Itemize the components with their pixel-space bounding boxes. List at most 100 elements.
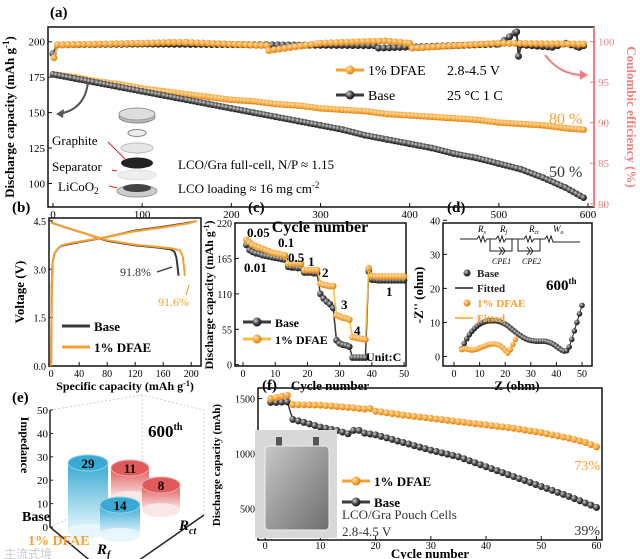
circuit-cpe2: CPE2 xyxy=(522,257,541,266)
x-tick-label: 10 xyxy=(315,541,325,552)
ce-point xyxy=(53,41,61,49)
x-tick-label: 400 xyxy=(401,209,418,221)
ce-point xyxy=(96,40,104,48)
pouch-capacity-point xyxy=(289,401,297,409)
ce-point xyxy=(414,44,422,52)
pouch-capacity-point xyxy=(361,429,369,437)
pouch-capacity-point xyxy=(432,415,440,423)
y-tick-label: 4.5 xyxy=(34,217,47,228)
ce-point xyxy=(220,40,228,48)
panel-label-d: (d) xyxy=(447,200,465,216)
pouch-capacity-point xyxy=(355,426,363,434)
x-tick-label: 0 xyxy=(241,369,246,380)
pouch-capacity-point xyxy=(432,448,440,456)
plot-frame-c xyxy=(234,222,407,367)
component-rf: Rf xyxy=(96,542,112,559)
pouch-capacity-point xyxy=(515,475,523,483)
x-tick-label: 40 xyxy=(367,369,377,380)
ce-point xyxy=(183,38,191,46)
y-tick-label: 30 xyxy=(430,250,440,261)
pouch-capacity-point xyxy=(454,418,462,426)
pouch-capacity-point xyxy=(443,416,451,424)
plot-frame-b xyxy=(48,217,202,367)
legend-dfae-label: 1% DFAE xyxy=(374,474,431,489)
impedance-axis-label: Impedance xyxy=(18,417,32,474)
z-tick-label: 0 xyxy=(43,522,49,534)
pouch-cell-photo xyxy=(255,430,337,538)
ce-point xyxy=(252,41,260,49)
x-axis-label: Cycle number xyxy=(291,378,370,393)
ce-point xyxy=(408,44,416,52)
x-tick-label: 0 xyxy=(49,369,54,380)
ce-point xyxy=(210,39,218,47)
pouch-capacity-point xyxy=(592,503,600,511)
arrow-to-ce-axis xyxy=(544,54,584,76)
rate-label: 0.01 xyxy=(244,260,267,275)
ce-point xyxy=(338,38,346,46)
pouch-capacity-point xyxy=(587,501,595,509)
pouch-capacity-point xyxy=(477,420,485,428)
f-dfae-retention: 73% xyxy=(574,459,600,474)
ce-point xyxy=(430,43,438,51)
ce-point xyxy=(522,39,530,47)
panel-label-f: (f) xyxy=(262,378,277,394)
legend-base-marker xyxy=(351,497,361,507)
ce-point xyxy=(513,28,521,36)
pouch-capacity-point xyxy=(454,453,462,461)
pouch-capacity-point xyxy=(482,463,490,471)
y-tick-label: 0 xyxy=(227,361,232,372)
ce-point xyxy=(333,39,341,47)
x-tick-label: 30 xyxy=(526,369,536,380)
legend-dfae-marker xyxy=(345,65,355,75)
pouch-capacity-point xyxy=(548,486,556,494)
pouch-capacity-point xyxy=(449,417,457,425)
pouch-capacity-point xyxy=(272,393,280,401)
pouch-capacity-point xyxy=(300,401,308,409)
ce-point xyxy=(215,40,223,48)
pouch-capacity-point xyxy=(272,398,280,406)
ce-point xyxy=(70,41,78,49)
ce-point xyxy=(473,40,481,48)
ce-point xyxy=(365,37,373,45)
bar-value-base-rct: 11 xyxy=(124,461,136,476)
pouch-capacity-point xyxy=(350,404,358,412)
ce-point xyxy=(258,41,266,49)
capacity-point xyxy=(580,126,587,133)
ce-point xyxy=(176,38,184,46)
pouch-capacity-point xyxy=(311,421,319,429)
pouch-capacity-point xyxy=(471,420,479,428)
ce-point xyxy=(128,39,136,47)
ce-point xyxy=(144,39,152,47)
pouch-capacity-point xyxy=(526,427,534,435)
x-tick-label: 120 xyxy=(128,369,143,380)
ce-point xyxy=(548,40,556,48)
ce-point xyxy=(424,43,432,51)
pouch-capacity-point xyxy=(416,443,424,451)
circuit-rf: Rf xyxy=(499,224,509,236)
legend-dfae-marker xyxy=(252,334,262,344)
rate-point xyxy=(365,264,372,272)
rate-point xyxy=(362,354,369,361)
ce-point xyxy=(247,41,255,49)
x-tick-label: 20 xyxy=(371,541,381,552)
y2-tick-label: 80 xyxy=(598,199,610,211)
y2-tick-label: 85 xyxy=(598,158,610,170)
pouch-capacity-point xyxy=(532,480,540,488)
panel-label-b: (b) xyxy=(12,200,30,216)
rate-point xyxy=(297,260,305,267)
ce-point xyxy=(308,40,316,48)
ce-point xyxy=(50,54,58,62)
z-tick-label: 40 xyxy=(37,428,49,440)
pouch-capacity-point xyxy=(554,432,562,440)
ce-point xyxy=(149,39,157,47)
legend-dfae-label: 1% DFAE xyxy=(368,64,426,79)
legend-label: 1% DFAE xyxy=(477,298,525,310)
pouch-capacity-point xyxy=(499,469,507,477)
ce-point xyxy=(112,40,120,48)
circuit-cpe1: CPE1 xyxy=(492,257,511,266)
pouch-capacity-point xyxy=(350,426,358,434)
pouch-capacity-point xyxy=(305,401,313,409)
ce-point xyxy=(489,40,497,48)
pouch-capacity-point xyxy=(482,421,490,429)
pouch-capacity-point xyxy=(537,482,545,490)
